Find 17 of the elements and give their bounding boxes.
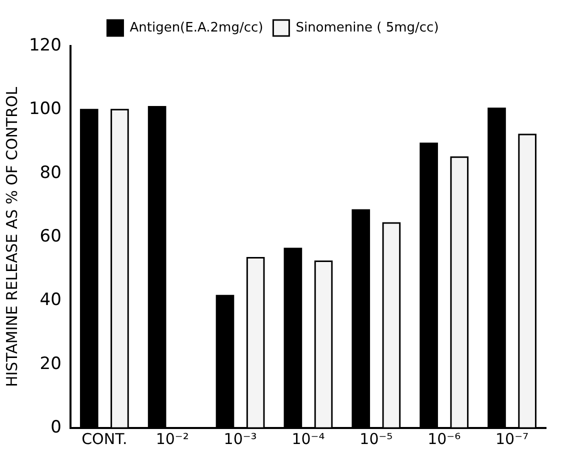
y-tick-label: 100 <box>28 99 62 120</box>
x-tick-label: 10⁻⁶ <box>428 430 461 448</box>
y-axis-title: HISTAMINE RELEASE AS % OF CONTROL <box>2 86 21 388</box>
x-tick-label: 10⁻² <box>156 430 189 448</box>
y-tick-label: 20 <box>40 354 62 374</box>
y-tick-label: 40 <box>40 290 62 310</box>
legend-label: Antigen(E.A.2mg/cc) <box>130 20 264 36</box>
legend-label: Sinomenine ( 5mg/cc) <box>296 20 439 36</box>
y-tick-label: 60 <box>40 226 62 246</box>
x-tick-label: 10⁻⁵ <box>360 430 393 448</box>
x-tick-label: 10⁻⁷ <box>496 430 529 448</box>
y-tick-label: 120 <box>28 35 62 56</box>
y-tick-label: 0 <box>50 417 62 438</box>
y-tick-label: 80 <box>40 162 62 183</box>
x-tick-label: 10⁻³ <box>224 430 257 448</box>
x-tick-label: CONT. <box>82 430 128 448</box>
x-tick-label: 10⁻⁴ <box>292 430 325 448</box>
